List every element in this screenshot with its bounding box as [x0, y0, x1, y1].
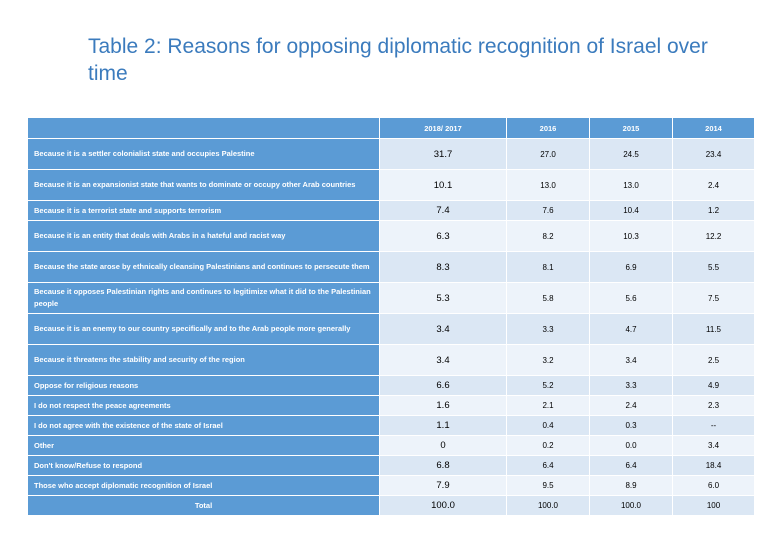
table-header-row: 2018/ 2017 2016 2015 2014: [27, 117, 755, 139]
row-value-cell: 3.3: [506, 313, 590, 345]
row-value-cell: 5.5: [672, 251, 755, 283]
row-value-cell: 8.1: [506, 251, 590, 283]
row-value-cell: 12.2: [672, 220, 755, 252]
row-value-cell: 10.1: [379, 169, 507, 201]
table-row: Because the state arose by ethnically cl…: [27, 251, 755, 283]
row-value-cell: 5.8: [506, 282, 590, 314]
row-label: Because it threatens the stability and s…: [27, 344, 380, 376]
row-label: Because it is an enemy to our country sp…: [27, 313, 380, 345]
row-value-cell: 1.2: [672, 200, 755, 221]
row-value-cell: 1.1: [379, 415, 507, 436]
row-label: Don't know/Refuse to respond: [27, 455, 380, 476]
row-value-cell: 6.8: [379, 455, 507, 476]
row-value-cell: 13.0: [589, 169, 673, 201]
row-value-cell: 100.0: [589, 495, 673, 516]
table-row: Total 100.0 100.0 100.0 100: [27, 495, 755, 516]
row-label: I do not respect the peace agreements: [27, 395, 380, 416]
row-value-cell: 7.4: [379, 200, 507, 221]
table-row: I do not respect the peace agreements 1.6…: [27, 395, 755, 416]
table-row: I do not agree with the existence of the…: [27, 415, 755, 436]
row-value-cell: 8.9: [589, 475, 673, 496]
row-value-cell: 6.4: [506, 455, 590, 476]
row-value-cell: 5.3: [379, 282, 507, 314]
header-cell-2014: 2014: [672, 117, 755, 139]
row-label: Total: [27, 495, 380, 516]
row-value-cell: 2.5: [672, 344, 755, 376]
row-value-cell: 2.4: [589, 395, 673, 416]
row-value-cell: 5.6: [589, 282, 673, 314]
row-value-cell: 6.9: [589, 251, 673, 283]
row-value-cell: 2.1: [506, 395, 590, 416]
table-row: Those who accept diplomatic recognition …: [27, 475, 755, 496]
row-label: I do not agree with the existence of the…: [27, 415, 380, 436]
row-value-cell: 3.3: [589, 375, 673, 396]
row-value-cell: 9.5: [506, 475, 590, 496]
row-value-cell: 3.4: [589, 344, 673, 376]
row-value-cell: 24.5: [589, 138, 673, 170]
row-value-cell: 0.4: [506, 415, 590, 436]
table-row: Don't know/Refuse to respond 6.8 6.4 6.4 18.…: [27, 455, 755, 476]
header-cell-blank: [27, 117, 380, 139]
table-row: Because it is an entity that deals with …: [27, 220, 755, 252]
row-value-cell: 5.2: [506, 375, 590, 396]
row-value-cell: 10.3: [589, 220, 673, 252]
row-label: Other: [27, 435, 380, 456]
row-label: Because it opposes Palestinian rights an…: [27, 282, 380, 314]
row-value-cell: 18.4: [672, 455, 755, 476]
row-value-cell: 7.5: [672, 282, 755, 314]
row-value-cell: 4.7: [589, 313, 673, 345]
row-label: Oppose for religious reasons: [27, 375, 380, 396]
row-value-cell: 13.0: [506, 169, 590, 201]
row-value-cell: 31.7: [379, 138, 507, 170]
row-value-cell: 100.0: [506, 495, 590, 516]
table-row: Oppose for religious reasons 6.6 5.2 3.3 4.9: [27, 375, 755, 396]
row-value-cell: 1.6: [379, 395, 507, 416]
row-value-cell: 6.3: [379, 220, 507, 252]
row-value-cell: 0.2: [506, 435, 590, 456]
row-value-cell: 3.4: [672, 435, 755, 456]
row-value-cell: --: [672, 415, 755, 436]
row-value-cell: 8.3: [379, 251, 507, 283]
row-value-cell: 4.9: [672, 375, 755, 396]
row-value-cell: 6.0: [672, 475, 755, 496]
table-row: Because it is an enemy to our country sp…: [27, 313, 755, 345]
row-value-cell: 27.0: [506, 138, 590, 170]
row-value-cell: 10.4: [589, 200, 673, 221]
row-value-cell: 11.5: [672, 313, 755, 345]
row-value-cell: 8.2: [506, 220, 590, 252]
row-value-cell: 6.4: [589, 455, 673, 476]
row-value-cell: 3.4: [379, 344, 507, 376]
row-value-cell: 3.4: [379, 313, 507, 345]
row-label: Because it is an entity that deals with …: [27, 220, 380, 252]
table-row: Because it opposes Palestinian rights an…: [27, 282, 755, 314]
row-value-cell: 2.3: [672, 395, 755, 416]
header-cell-2015: 2015: [589, 117, 673, 139]
page-title: Table 2: Reasons for opposing diplomatic…: [88, 35, 708, 85]
row-value-cell: 3.2: [506, 344, 590, 376]
row-label: Because the state arose by ethnically cl…: [27, 251, 380, 283]
row-label: Because it is a settler colonialist stat…: [27, 138, 380, 170]
row-value-cell: 0.3: [589, 415, 673, 436]
table-row: Because it is a settler colonialist stat…: [27, 138, 755, 170]
header-cell-2018-2017: 2018/ 2017: [379, 117, 507, 139]
row-label: Because it is an expansionist state that…: [27, 169, 380, 201]
row-value-cell: 23.4: [672, 138, 755, 170]
row-value-cell: 0: [379, 435, 507, 456]
row-value-cell: 7.6: [506, 200, 590, 221]
row-value-cell: 100.0: [379, 495, 507, 516]
table-row: Because it threatens the stability and s…: [27, 344, 755, 376]
row-value-cell: 7.9: [379, 475, 507, 496]
row-label: Those who accept diplomatic recognition …: [27, 475, 380, 496]
table-row: Because it is an expansionist state that…: [27, 169, 755, 201]
row-value-cell: 100: [672, 495, 755, 516]
row-value-cell: 2.4: [672, 169, 755, 201]
header-cell-2016: 2016: [506, 117, 590, 139]
row-value-cell: 0.0: [589, 435, 673, 456]
row-value-cell: 6.6: [379, 375, 507, 396]
row-label: Because it is a terrorist state and supp…: [27, 200, 380, 221]
table-row: Because it is a terrorist state and supp…: [27, 200, 755, 221]
table-row: Other 0 0.2 0.0 3.4: [27, 435, 755, 456]
data-table: 2018/ 2017 2016 2015 2014 Because it is …: [27, 117, 755, 516]
